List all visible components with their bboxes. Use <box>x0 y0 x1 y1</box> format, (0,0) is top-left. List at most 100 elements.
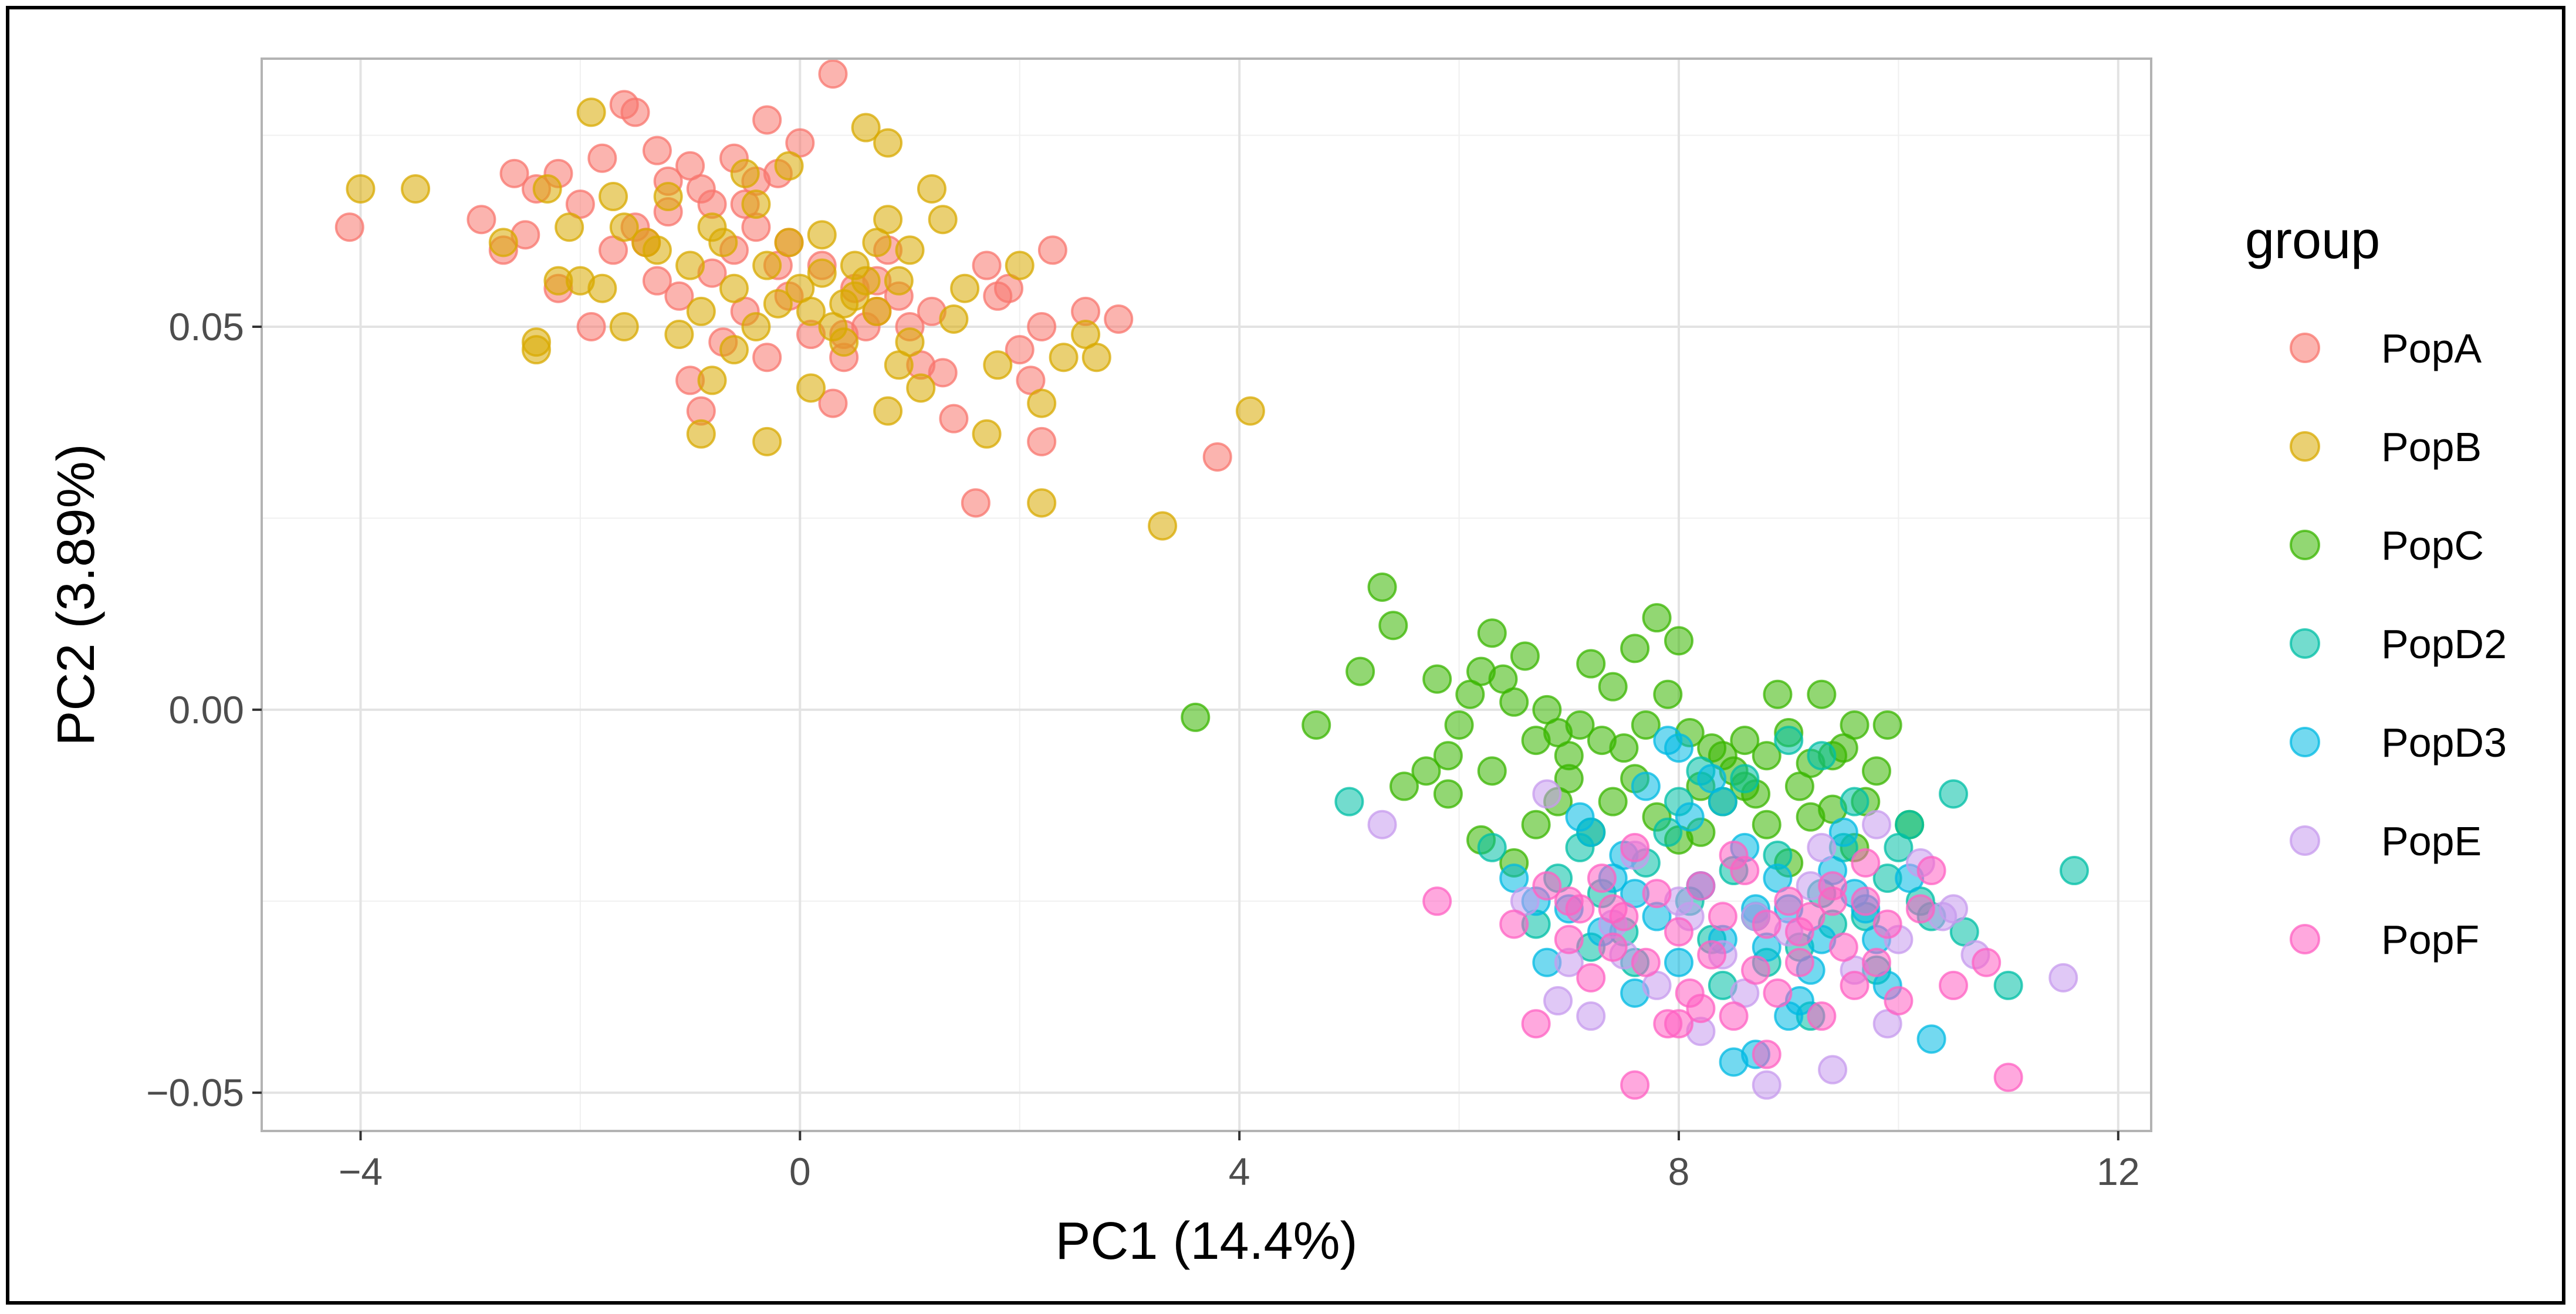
data-point <box>1202 442 1232 472</box>
data-point <box>928 205 958 235</box>
data-point <box>1521 1009 1551 1039</box>
data-point <box>1697 940 1727 970</box>
data-point <box>796 373 826 403</box>
data-point <box>1664 917 1693 947</box>
data-point <box>1884 832 1914 862</box>
data-point <box>1763 978 1793 1008</box>
data-point <box>1631 771 1661 801</box>
data-point <box>1005 335 1035 365</box>
data-point <box>1916 1024 1946 1054</box>
data-point <box>1587 863 1617 893</box>
x-tick-label: 4 <box>1229 1150 1250 1193</box>
data-point <box>1411 756 1441 786</box>
data-point <box>1620 832 1650 862</box>
data-point <box>763 289 793 319</box>
data-point <box>609 212 639 242</box>
data-point <box>752 343 782 372</box>
data-point <box>1730 764 1760 794</box>
data-point <box>1763 679 1793 709</box>
data-point <box>961 488 990 518</box>
legend-item-PopF: PopF <box>2290 917 2479 963</box>
data-point <box>1554 924 1584 954</box>
data-point <box>884 266 914 296</box>
data-point <box>1389 771 1419 801</box>
data-point <box>741 312 771 341</box>
data-point <box>939 404 969 434</box>
data-point <box>642 235 672 265</box>
data-point <box>873 128 903 158</box>
data-point <box>532 174 562 204</box>
data-point <box>1642 603 1672 633</box>
data-point <box>1081 343 1111 372</box>
data-point <box>2059 856 2089 886</box>
data-point <box>1784 947 1814 977</box>
data-point <box>774 228 804 258</box>
data-point <box>499 158 529 188</box>
y-tick-label: −0.05 <box>146 1071 244 1115</box>
data-point <box>1686 871 1716 901</box>
data-point <box>401 174 431 204</box>
data-point <box>1752 1039 1781 1069</box>
data-point <box>1631 710 1661 740</box>
legend-label: PopA <box>2381 326 2482 371</box>
data-point <box>1543 986 1573 1016</box>
data-point <box>752 426 782 456</box>
data-point <box>1346 656 1375 686</box>
y-tick-label: 0.00 <box>169 688 244 731</box>
data-point <box>1861 810 1891 839</box>
data-point <box>346 174 376 204</box>
data-point <box>1730 726 1760 756</box>
data-point <box>1807 741 1837 771</box>
x-tick-label: −4 <box>339 1150 383 1193</box>
data-point <box>1433 741 1463 771</box>
series-PopC <box>1181 572 1925 878</box>
data-point <box>686 419 716 449</box>
data-point <box>928 358 958 388</box>
data-point <box>1510 641 1540 671</box>
data-point <box>1840 787 1870 817</box>
data-point <box>697 212 727 242</box>
data-point <box>1708 902 1737 932</box>
data-point <box>1861 756 1891 786</box>
data-point <box>873 396 903 426</box>
data-point <box>1027 388 1057 418</box>
data-point <box>719 335 749 365</box>
legend-key <box>2290 727 2320 757</box>
data-point <box>334 212 364 242</box>
data-point <box>1598 894 1628 924</box>
data-point <box>1840 710 1870 740</box>
data-point <box>752 250 782 280</box>
data-point <box>1993 970 2023 1000</box>
data-point <box>1642 879 1672 909</box>
data-point <box>972 250 1002 280</box>
legend-key <box>2290 333 2320 363</box>
data-point <box>522 335 552 365</box>
y-axis-ticks: −0.05 0.00 0.05 <box>146 305 262 1115</box>
data-point <box>950 273 980 303</box>
data-point <box>1675 802 1705 832</box>
data-point <box>1719 840 1749 870</box>
data-point <box>576 312 606 341</box>
data-point <box>1554 886 1584 916</box>
data-point <box>1334 787 1364 817</box>
data-point <box>2048 963 2078 993</box>
data-point <box>752 105 782 135</box>
legend-item-PopA: PopA <box>2290 326 2482 371</box>
legend-key <box>2290 825 2320 856</box>
data-point <box>1565 710 1595 740</box>
data-point <box>1861 947 1891 977</box>
data-point <box>1565 802 1595 832</box>
data-point <box>1828 932 1858 962</box>
data-point <box>1664 626 1693 656</box>
data-point <box>1905 894 1935 924</box>
data-point <box>664 281 694 311</box>
data-point <box>1576 1001 1606 1031</box>
data-point <box>818 388 848 418</box>
data-point <box>719 273 749 303</box>
data-point <box>576 97 606 127</box>
data-point <box>1598 672 1628 702</box>
data-point <box>1477 832 1507 862</box>
data-point <box>1916 856 1946 886</box>
data-point <box>862 296 892 326</box>
data-point <box>1433 779 1463 809</box>
